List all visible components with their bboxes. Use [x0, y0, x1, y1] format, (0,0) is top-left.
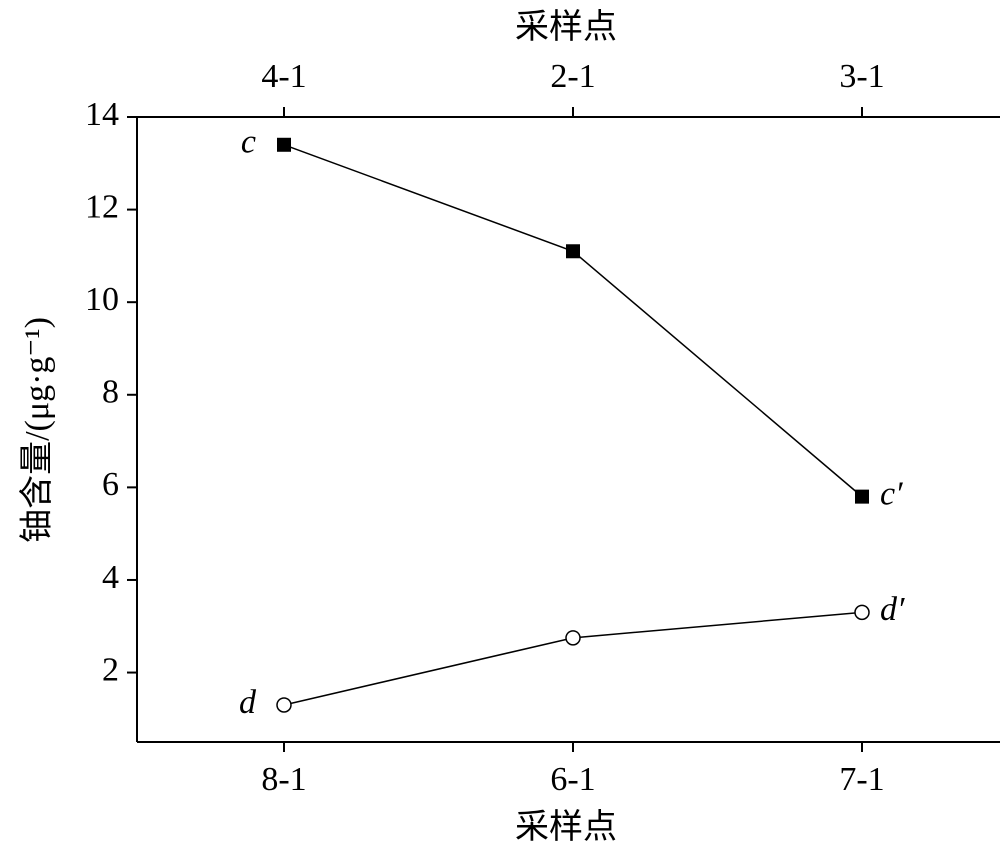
point-label: c′ — [880, 475, 903, 512]
marker — [566, 244, 580, 259]
top-tick-label: 4-1 — [261, 58, 306, 95]
x-tick-label: 6-1 — [550, 761, 595, 798]
series-line — [283, 611, 863, 706]
top-axis-title: 采样点 — [515, 8, 617, 46]
marker — [854, 604, 870, 621]
series-line — [283, 144, 863, 498]
marker — [855, 489, 869, 504]
y-axis-title: 铀含量/(μg·g⁻¹) — [18, 317, 56, 543]
x-axis-title: 采样点 — [515, 808, 617, 846]
x-tick-label: 7-1 — [839, 761, 884, 798]
point-label: d — [239, 684, 257, 721]
marker — [565, 630, 581, 646]
marker — [277, 137, 291, 152]
point-label: c — [241, 124, 256, 161]
y-tick-label: 2 — [102, 651, 119, 688]
y-tick-label: 4 — [102, 559, 119, 596]
y-tick-label: 10 — [85, 281, 119, 318]
y-tick-label: 12 — [85, 188, 119, 225]
y-tick-label: 8 — [102, 374, 119, 411]
top-tick-label: 3-1 — [839, 58, 884, 95]
y-tick-label: 14 — [85, 96, 119, 133]
top-tick-label: 2-1 — [550, 58, 595, 95]
point-label: d′ — [880, 591, 905, 628]
marker — [276, 697, 292, 713]
x-tick-label: 8-1 — [261, 761, 306, 798]
y-tick-label: 6 — [102, 466, 119, 503]
